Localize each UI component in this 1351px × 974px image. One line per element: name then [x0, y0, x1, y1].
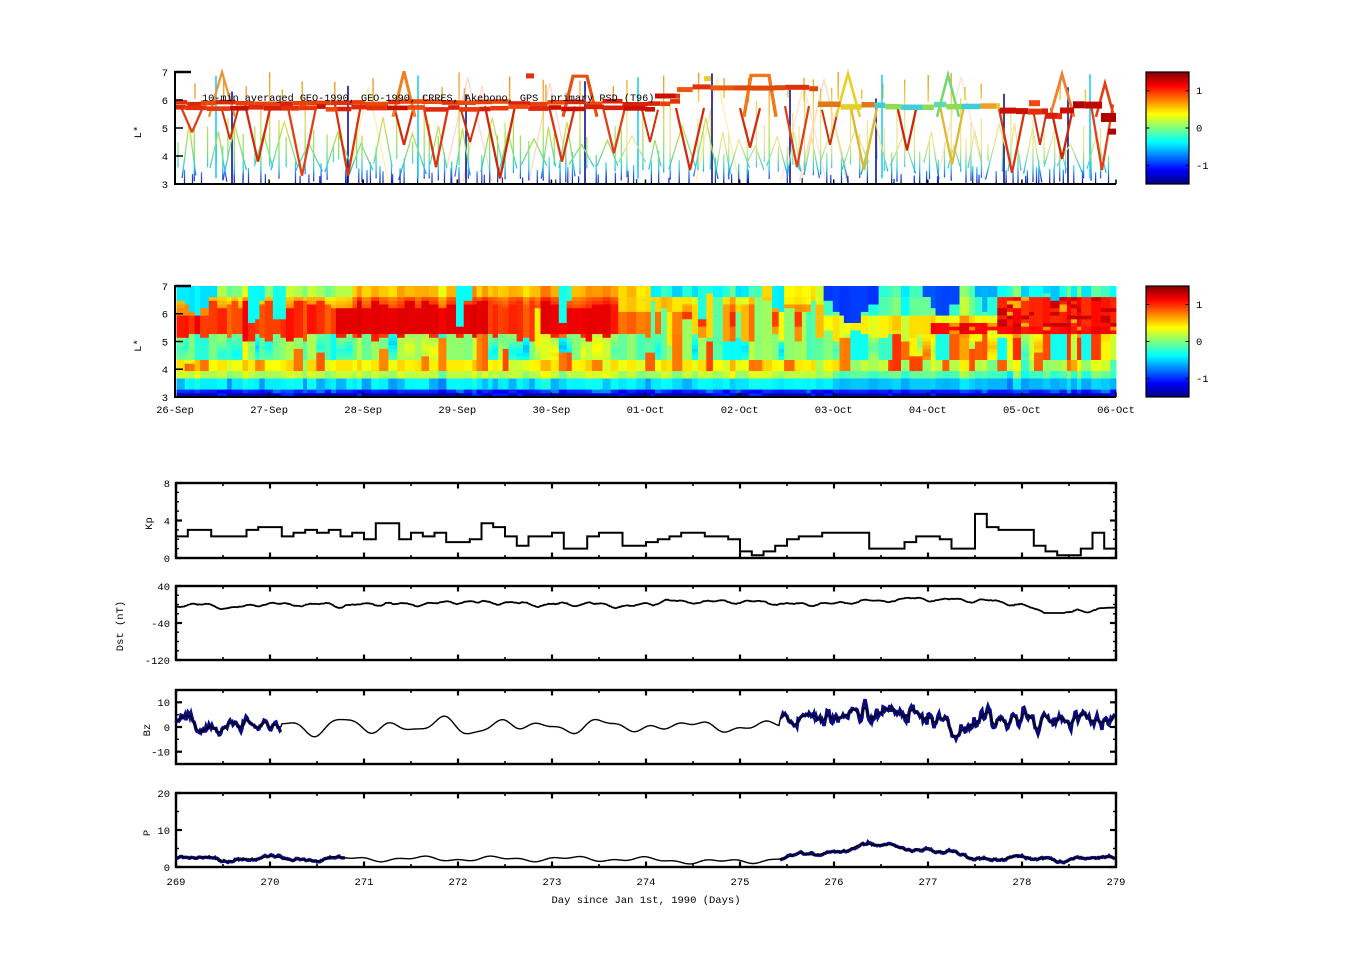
svg-text:02-Oct: 02-Oct	[721, 405, 759, 417]
svg-text:-1: -1	[1196, 161, 1209, 173]
svg-text:269: 269	[167, 877, 186, 889]
svg-text:Bz: Bz	[142, 724, 154, 737]
svg-text:29-Sep: 29-Sep	[438, 405, 476, 417]
svg-text:4: 4	[162, 152, 168, 164]
svg-text:4: 4	[164, 516, 170, 528]
svg-text:01-Oct: 01-Oct	[627, 405, 665, 417]
svg-text:1: 1	[1196, 86, 1202, 98]
svg-text:L*: L*	[133, 339, 145, 352]
svg-text:-40: -40	[151, 619, 170, 631]
svg-text:0: 0	[164, 554, 170, 566]
svg-text:3: 3	[162, 393, 168, 405]
svg-text:0: 0	[164, 723, 170, 735]
svg-text:0: 0	[1196, 124, 1202, 136]
svg-text:-1: -1	[1196, 374, 1209, 386]
svg-text:03-Oct: 03-Oct	[815, 405, 853, 417]
svg-text:10: 10	[157, 698, 170, 710]
svg-text:275: 275	[731, 877, 750, 889]
svg-text:04-Oct: 04-Oct	[909, 405, 947, 417]
svg-text:26-Sep: 26-Sep	[156, 405, 194, 417]
svg-text:Kp: Kp	[144, 517, 156, 530]
svg-text:30-Sep: 30-Sep	[532, 405, 570, 417]
svg-text:5: 5	[162, 124, 168, 136]
svg-text:4: 4	[162, 365, 168, 377]
svg-text:40: 40	[157, 582, 170, 594]
svg-text:270: 270	[261, 877, 280, 889]
svg-text:Day since Jan 1st, 1990 (Days): Day since Jan 1st, 1990 (Days)	[551, 895, 740, 907]
svg-text:20: 20	[157, 789, 170, 801]
svg-text:Dst (nT): Dst (nT)	[115, 601, 127, 651]
svg-text:28-Sep: 28-Sep	[344, 405, 382, 417]
svg-text:277: 277	[919, 877, 938, 889]
svg-text:05-Oct: 05-Oct	[1003, 405, 1041, 417]
svg-text:276: 276	[825, 877, 844, 889]
svg-text:6: 6	[162, 96, 168, 108]
svg-text:0: 0	[164, 863, 170, 875]
svg-text:7: 7	[162, 68, 168, 80]
svg-text:P: P	[142, 830, 154, 836]
svg-text:06-Oct: 06-Oct	[1097, 405, 1135, 417]
svg-text:-120: -120	[145, 656, 170, 668]
svg-text:10-min averaged GEO-1990, GEO-: 10-min averaged GEO-1990, GEO-1990, CRRE…	[202, 93, 654, 105]
svg-text:27-Sep: 27-Sep	[250, 405, 288, 417]
svg-text:278: 278	[1013, 877, 1032, 889]
svg-text:3: 3	[162, 180, 168, 192]
svg-text:5: 5	[162, 337, 168, 349]
svg-text:279: 279	[1107, 877, 1126, 889]
svg-text:1: 1	[1196, 300, 1202, 312]
svg-text:272: 272	[449, 877, 468, 889]
svg-text:7: 7	[162, 282, 168, 294]
svg-text:6: 6	[162, 310, 168, 322]
svg-text:-10: -10	[151, 748, 170, 760]
svg-text:0: 0	[1196, 337, 1202, 349]
svg-text:8: 8	[164, 479, 170, 491]
svg-text:271: 271	[355, 877, 374, 889]
svg-text:10: 10	[157, 826, 170, 838]
svg-text:L*: L*	[133, 126, 145, 139]
svg-text:274: 274	[637, 877, 656, 889]
svg-text:273: 273	[543, 877, 562, 889]
